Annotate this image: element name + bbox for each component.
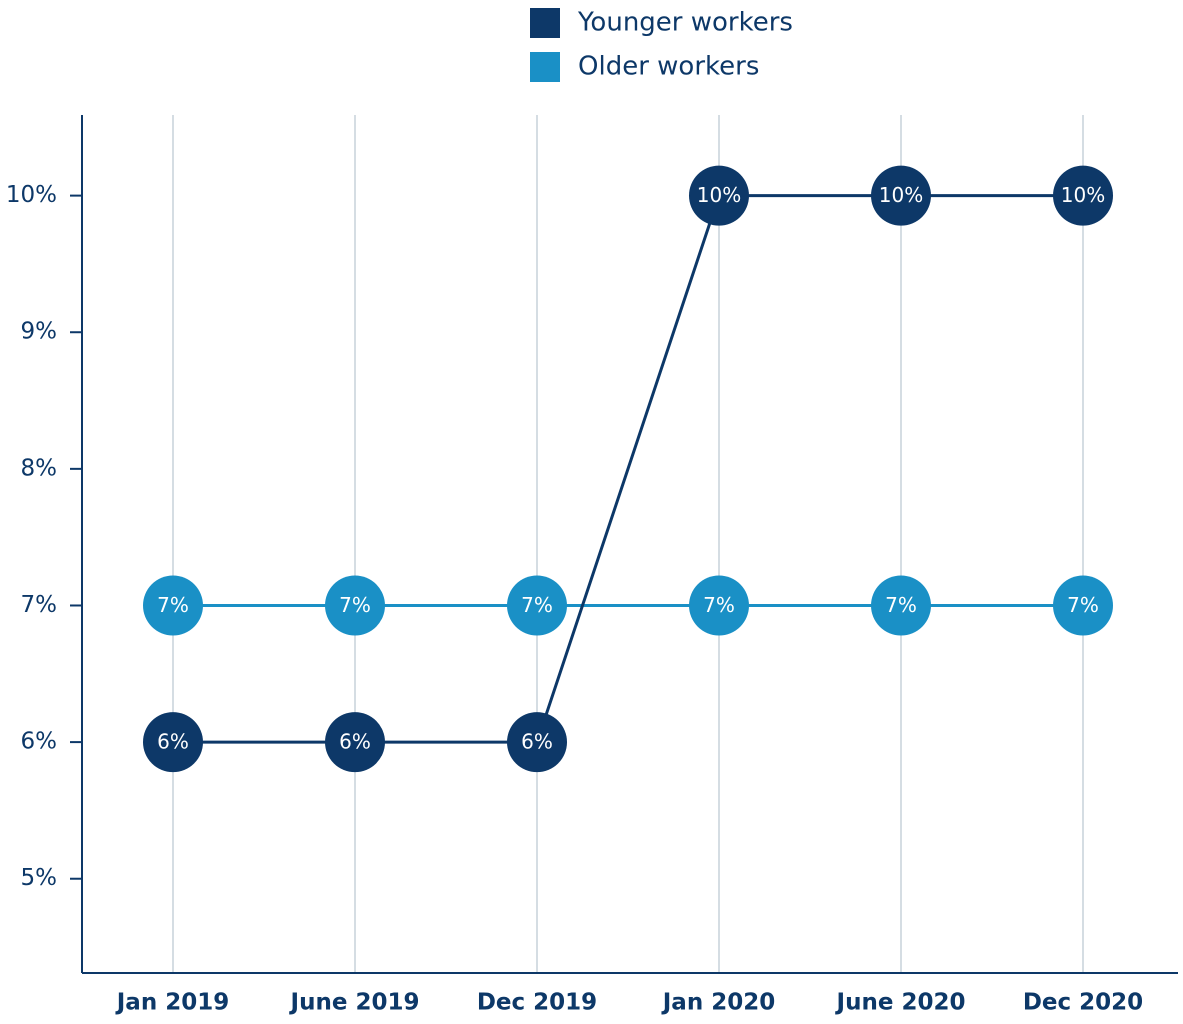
- data-label: 7%: [1067, 593, 1099, 617]
- y-tick-label: 8%: [21, 455, 58, 481]
- legend-swatch: [530, 8, 560, 38]
- legend-label: Older workers: [578, 52, 759, 82]
- y-tick-label: 6%: [21, 729, 58, 755]
- data-label: 7%: [339, 593, 371, 617]
- legend-swatch: [530, 52, 560, 82]
- series-line: [173, 194, 1083, 744]
- point-marker: [1053, 165, 1113, 226]
- data-label: 7%: [703, 593, 735, 617]
- data-label: 10%: [879, 183, 923, 207]
- data-label: 7%: [521, 593, 553, 617]
- data-label: 7%: [885, 593, 917, 617]
- point-marker: [507, 712, 567, 773]
- y-tick-label: 5%: [21, 865, 58, 891]
- y-tick-label: 10%: [6, 182, 57, 208]
- point-marker: [325, 575, 385, 636]
- data-label: 10%: [1061, 183, 1105, 207]
- data-label: 6%: [157, 730, 189, 754]
- data-label: 10%: [697, 183, 741, 207]
- x-tick-label: June 2019: [289, 990, 420, 1016]
- data-label: 6%: [521, 730, 553, 754]
- point-marker: [325, 712, 385, 773]
- y-tick-label: 9%: [21, 319, 58, 345]
- data-label: 7%: [157, 593, 189, 617]
- data-label: 6%: [339, 730, 371, 754]
- point-marker: [1053, 575, 1113, 636]
- point-marker: [143, 575, 203, 636]
- point-marker: [689, 575, 749, 636]
- x-tick-label: Jan 2020: [661, 990, 775, 1016]
- x-tick-label: Dec 2019: [477, 990, 597, 1016]
- point-marker: [507, 575, 567, 636]
- x-tick-label: Jan 2019: [115, 990, 229, 1016]
- point-marker: [143, 712, 203, 773]
- y-tick-label: 7%: [21, 592, 58, 618]
- x-tick-label: June 2020: [835, 990, 966, 1016]
- point-marker: [871, 165, 931, 226]
- point-marker: [871, 575, 931, 636]
- point-marker: [689, 165, 749, 226]
- x-tick-label: Dec 2020: [1023, 990, 1143, 1016]
- legend-label: Younger workers: [577, 8, 793, 38]
